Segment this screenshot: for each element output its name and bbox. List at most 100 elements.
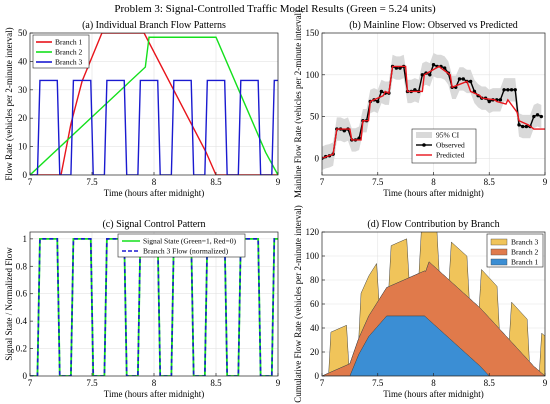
- data-point: [535, 113, 540, 117]
- legend-swatch: [490, 258, 508, 266]
- data-point: [413, 88, 417, 92]
- data-point: [502, 88, 506, 92]
- legend: Signal State (Green=1, Red=0)Branch 3 Fl…: [117, 233, 246, 258]
- x-tick-label: 7: [320, 378, 325, 388]
- y-tick-label: 50: [18, 28, 28, 38]
- x-tick-label: 8.5: [484, 177, 496, 187]
- y-tick-label: 0: [23, 371, 28, 381]
- y-tick-label: 40: [18, 56, 28, 66]
- x-tick-label: 7: [28, 177, 33, 187]
- data-point: [506, 88, 510, 92]
- legend-label: Signal State (Green=1, Red=0): [143, 237, 237, 246]
- y-tick-label: 20: [310, 347, 320, 357]
- panel-b: (b) Mainline Flow: Observed vs Predicted…: [293, 10, 548, 198]
- y-tick-label: 1: [23, 234, 28, 244]
- y-tick-label: 60: [310, 299, 320, 309]
- y-tick-label: 20: [18, 113, 28, 123]
- legend-label: Branch 1: [511, 258, 539, 267]
- y-tick-label: 0.2: [16, 344, 27, 354]
- legend-label: Branch 2: [511, 248, 539, 257]
- legend-marker: [422, 143, 426, 147]
- plot-area: [322, 53, 545, 170]
- x-tick-label: 8: [431, 378, 436, 388]
- x-axis-label: Time (hours after midnight): [383, 389, 483, 399]
- ci-band: [322, 53, 542, 170]
- data-point: [524, 124, 529, 129]
- panel-title: (d) Flow Contribution by Branch: [367, 219, 499, 230]
- x-tick-label: 9: [543, 177, 548, 187]
- panel-d: (d) Flow Contribution by Branch 7 7.5 8 8.5 9…: [293, 205, 548, 402]
- y-tick-label: 0: [315, 153, 320, 163]
- y-tick-label: 0: [315, 371, 320, 381]
- legend-swatch: [490, 248, 508, 256]
- y-axis-label: Cumulative Flow Rate (vehicles per 2-min…: [293, 205, 303, 402]
- x-tick-label: 8.5: [210, 177, 222, 187]
- x-tick-label: 8.5: [484, 378, 496, 388]
- y-tick-label: 40: [310, 323, 320, 333]
- y-tick-label: 50: [310, 112, 320, 122]
- series-line-branch-1: [30, 33, 278, 175]
- data-point: [539, 114, 544, 119]
- data-point: [461, 77, 465, 81]
- legend-label: Branch 1: [55, 38, 83, 47]
- x-axis-label: Time (hours after midnight): [104, 389, 204, 399]
- panel-title: (c) Signal Control Pattern: [102, 219, 205, 230]
- data-point: [376, 99, 380, 104]
- data-point: [498, 98, 503, 102]
- panel-title: (b) Mainline Flow: Observed vs Predicted: [349, 20, 518, 31]
- x-tick-label: 9: [276, 177, 281, 187]
- y-tick-label: 150: [306, 28, 320, 38]
- legend-label: Observed: [436, 141, 465, 150]
- data-point: [487, 99, 491, 104]
- series-line-branch-2: [30, 36, 278, 175]
- area-branch-1: [322, 315, 545, 376]
- y-tick-label: 0.6: [16, 289, 28, 299]
- x-axis-label: Time (hours after midnight): [383, 188, 483, 198]
- x-tick-label: 8: [431, 177, 436, 187]
- y-axis-label: Mainline Flow Rate (vehicles per 2-minut…: [293, 10, 303, 198]
- panel-c: (c) Signal Control Pattern 7 7.5 8 8.5 9 0 0.2 0…: [4, 219, 281, 399]
- series-line-predicted: [322, 65, 545, 159]
- y-tick-label: 120: [306, 227, 320, 237]
- data-point: [513, 88, 517, 92]
- x-tick-label: 8.5: [210, 378, 222, 388]
- data-point: [442, 66, 447, 70]
- data-point: [342, 129, 346, 133]
- legend-label: 95% CI: [436, 131, 460, 140]
- panel-title: (a) Individual Branch Flow Patterns: [82, 20, 226, 31]
- x-tick-label: 7.5: [372, 378, 384, 388]
- legend-swatch: [490, 238, 508, 246]
- y-axis-label: Flow Rate (vehicles per 2-minute interva…: [4, 27, 14, 180]
- legend-label: Branch 2: [55, 48, 83, 57]
- data-point: [468, 79, 473, 84]
- panel-a: (a) Individual Branch Flow Patterns 7 7.5 8…: [4, 20, 281, 198]
- legend-label: Branch 3 Flow (normalized): [143, 247, 229, 256]
- y-tick-label: 80: [310, 275, 320, 285]
- figure-title: Problem 3: Signal-Controlled Traffic Mod…: [114, 3, 436, 15]
- data-point: [521, 124, 525, 129]
- x-tick-label: 7.5: [86, 378, 98, 388]
- x-tick-label: 8: [152, 177, 157, 187]
- y-tick-label: 0.8: [16, 261, 28, 271]
- series-line-branch-3: [30, 79, 278, 175]
- x-tick-label: 8: [152, 378, 157, 388]
- legend-box: [117, 233, 246, 258]
- data-point: [394, 66, 399, 70]
- data-point: [420, 73, 425, 77]
- x-tick-label: 7: [320, 177, 325, 187]
- legend-label: Predicted: [436, 151, 465, 160]
- data-point: [379, 89, 384, 94]
- data-point: [517, 123, 521, 127]
- x-tick-label: 9: [276, 378, 281, 388]
- y-tick-label: 0.4: [16, 316, 28, 326]
- y-tick-label: 100: [306, 70, 320, 80]
- data-point: [428, 73, 432, 77]
- x-tick-label: 7.5: [86, 177, 98, 187]
- x-axis-label: Time (hours after midnight): [104, 188, 204, 198]
- legend-label: Branch 3: [511, 238, 539, 247]
- y-axis-label: Signal State / Normalized Flow: [4, 247, 14, 361]
- x-tick-label: 7: [28, 378, 33, 388]
